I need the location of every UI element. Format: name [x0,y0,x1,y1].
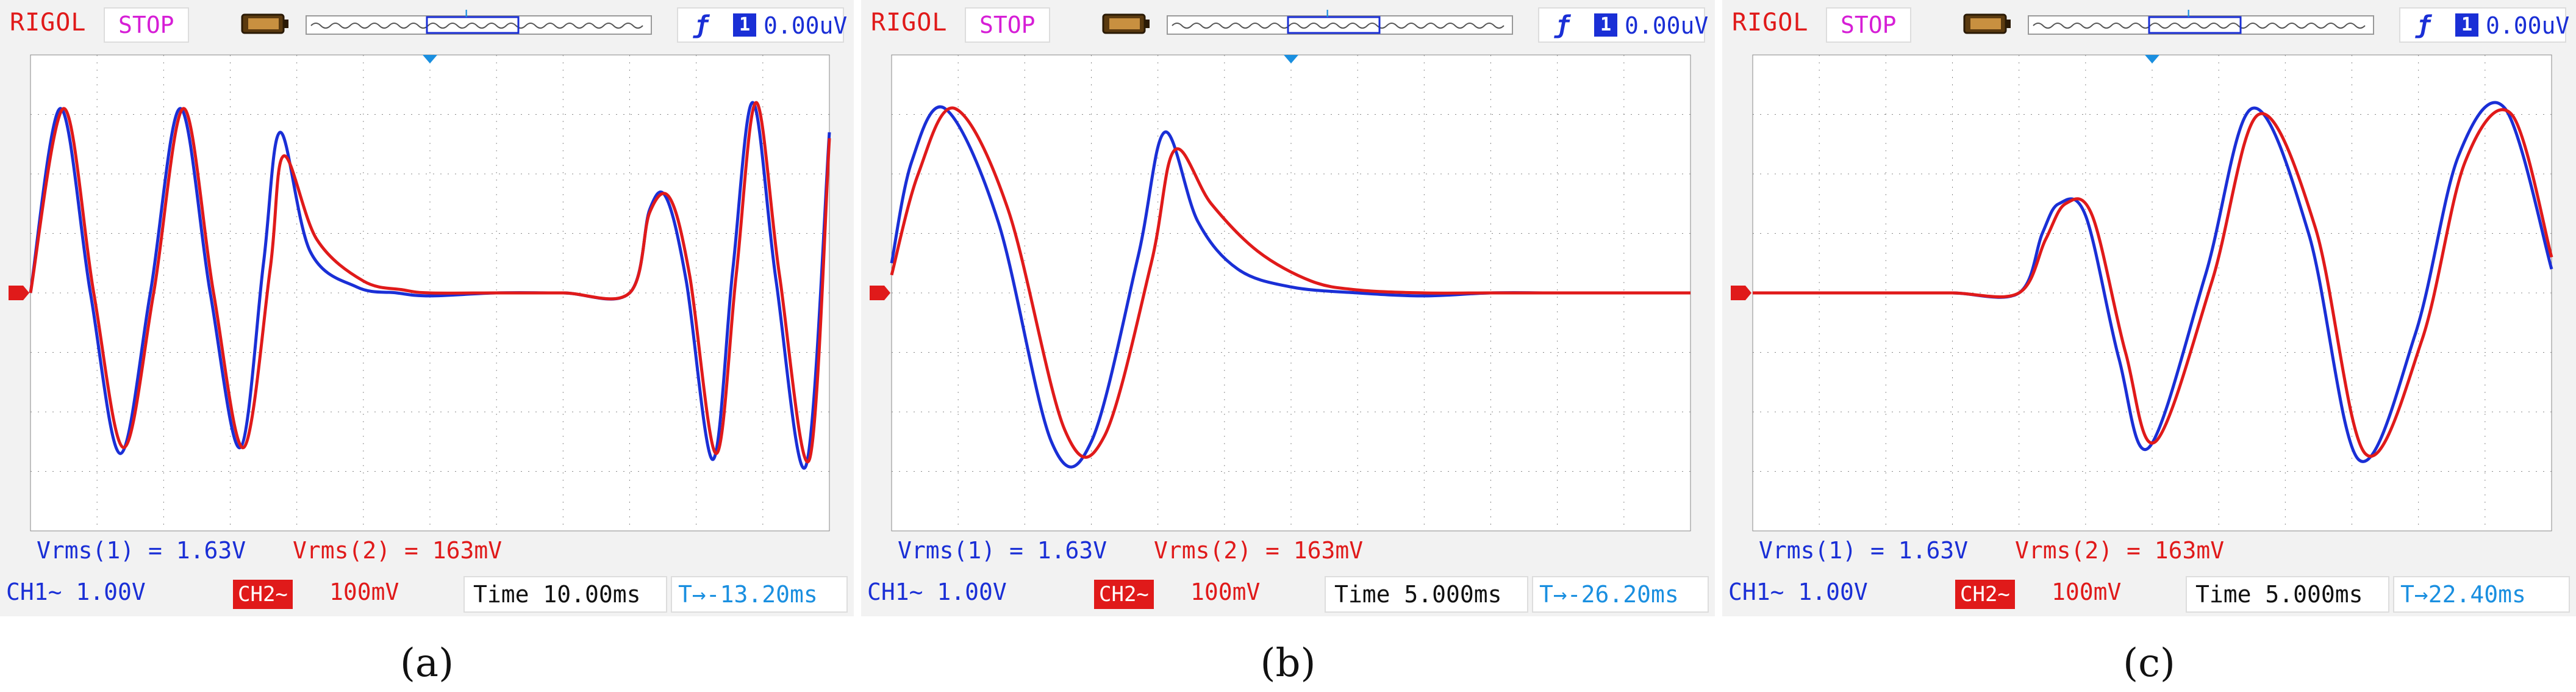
trigger-source-badge: 1 [2455,13,2478,37]
ch2-tag[interactable]: CH2~ [1955,580,2015,609]
series-line-2 [890,106,1690,459]
trigger-level: 0.00uV [2486,12,2570,39]
scope-screen: RIGOL STOP T ƒ 1 0.00uV Vrms(1) = 1.63V … [861,0,1715,616]
trigger-offset-value: T→22.40ms [2400,581,2526,608]
trigger-level: 0.00uV [764,12,848,39]
ch2-tag[interactable]: CH2~ [1094,580,1154,609]
trigger-source-badge: 1 [1594,13,1617,37]
timebase-value: Time 10.00ms [473,581,641,608]
trigger-position-icon [2145,55,2159,63]
memory-depth-bar: T [1167,10,1513,35]
run-status-badge[interactable]: STOP [104,7,189,43]
battery-icon [241,13,288,34]
timebase-box[interactable]: Time 5.000ms [2186,576,2389,613]
rising-edge-icon: ƒ [1555,11,1570,39]
trigger-info-box[interactable]: ƒ 1 0.00uV [2399,7,2570,43]
trigger-info-box[interactable]: ƒ 1 0.00uV [1538,7,1709,43]
waveform-display [1731,54,2553,532]
ground-marker-icon [1731,286,1751,300]
brand-label: RIGOL [871,9,948,37]
svg-text:T: T [2184,10,2192,21]
memory-depth-bar: T [306,10,652,35]
series-line-2 [1753,108,2553,458]
series-line-2 [29,101,831,464]
ch2-tag[interactable]: CH2~ [233,580,293,609]
ch1-scale[interactable]: CH1~ 1.00V [6,578,146,605]
trigger-offset-value: T→-13.20ms [678,581,818,608]
rising-edge-icon: ƒ [2416,11,2431,39]
panel-caption: (a) [399,641,454,686]
battery-icon [1102,13,1150,34]
ch2-rms-measurement: Vrms(2) = 163mV [1154,537,1364,564]
ch1-rms-measurement: Vrms(1) = 1.63V [1759,537,1969,564]
waveform-display [9,54,831,532]
trigger-offset-box[interactable]: T→-13.20ms [671,576,848,613]
bottom-settings-bar: CH1~ 1.00V CH2~ 100mV Time 5.000ms T→22.… [1722,574,2576,616]
trigger-position-icon [1284,55,1298,63]
rising-edge-icon: ƒ [694,11,709,39]
trigger-position-icon [423,55,437,63]
waveform-display [870,54,1691,532]
ch2-rms-measurement: Vrms(2) = 163mV [293,537,503,564]
trigger-info-box[interactable]: ƒ 1 0.00uV [677,7,848,43]
scope-screen: RIGOL STOP T ƒ 1 0.00uV Vrms(1) = 1.63V … [1722,0,2576,616]
panel-caption: (b) [1260,641,1316,686]
bottom-settings-bar: CH1~ 1.00V CH2~ 100mV Time 10.00ms T→-13… [0,574,854,616]
panel-caption: (c) [2123,641,2175,686]
timebase-box[interactable]: Time 10.00ms [463,576,667,613]
run-status-badge[interactable]: STOP [965,7,1050,43]
svg-text:T: T [462,10,470,21]
timebase-value: Time 5.000ms [1334,581,1502,608]
ch2-scale[interactable]: 100mV [2052,578,2122,605]
ch2-rms-measurement: Vrms(2) = 163mV [2015,537,2225,564]
ch2-scale[interactable]: 100mV [329,578,399,605]
series-line-1 [29,101,831,470]
memory-depth-bar: T [2028,10,2374,35]
oscilloscope-panel-2: RIGOL STOP T ƒ 1 0.00uV Vrms(1) = 1.63V … [861,0,1715,692]
trigger-source-badge: 1 [733,13,756,37]
ground-marker-icon [870,286,890,300]
bottom-settings-bar: CH1~ 1.00V CH2~ 100mV Time 5.000ms T→-26… [861,574,1715,616]
top-status-bar: RIGOL STOP T ƒ 1 0.00uV [0,0,854,49]
top-status-bar: RIGOL STOP T ƒ 1 0.00uV [1722,0,2576,49]
timebase-box[interactable]: Time 5.000ms [1325,576,1528,613]
trigger-offset-value: T→-26.20ms [1539,581,1679,608]
timebase-value: Time 5.000ms [2195,581,2363,608]
ch1-scale[interactable]: CH1~ 1.00V [867,578,1007,605]
oscilloscope-panel-1: RIGOL STOP T ƒ 1 0.00uV Vrms(1) = 1.63V … [0,0,854,692]
trigger-level: 0.00uV [1625,12,1709,39]
oscilloscope-panel-3: RIGOL STOP T ƒ 1 0.00uV Vrms(1) = 1.63V … [1722,0,2576,692]
trigger-offset-box[interactable]: T→22.40ms [2393,576,2570,613]
ch1-scale[interactable]: CH1~ 1.00V [1728,578,1868,605]
brand-label: RIGOL [10,9,87,37]
battery-icon [1963,13,2011,34]
ground-marker-icon [9,286,29,300]
trigger-offset-box[interactable]: T→-26.20ms [1532,576,1709,613]
ch1-rms-measurement: Vrms(1) = 1.63V [898,537,1107,564]
ch2-scale[interactable]: 100mV [1190,578,1261,605]
top-status-bar: RIGOL STOP T ƒ 1 0.00uV [861,0,1715,49]
svg-text:T: T [1323,10,1331,21]
ch1-rms-measurement: Vrms(1) = 1.63V [37,537,246,564]
scope-screen: RIGOL STOP T ƒ 1 0.00uV Vrms(1) = 1.63V … [0,0,854,616]
run-status-badge[interactable]: STOP [1826,7,1911,43]
brand-label: RIGOL [1732,9,1809,37]
